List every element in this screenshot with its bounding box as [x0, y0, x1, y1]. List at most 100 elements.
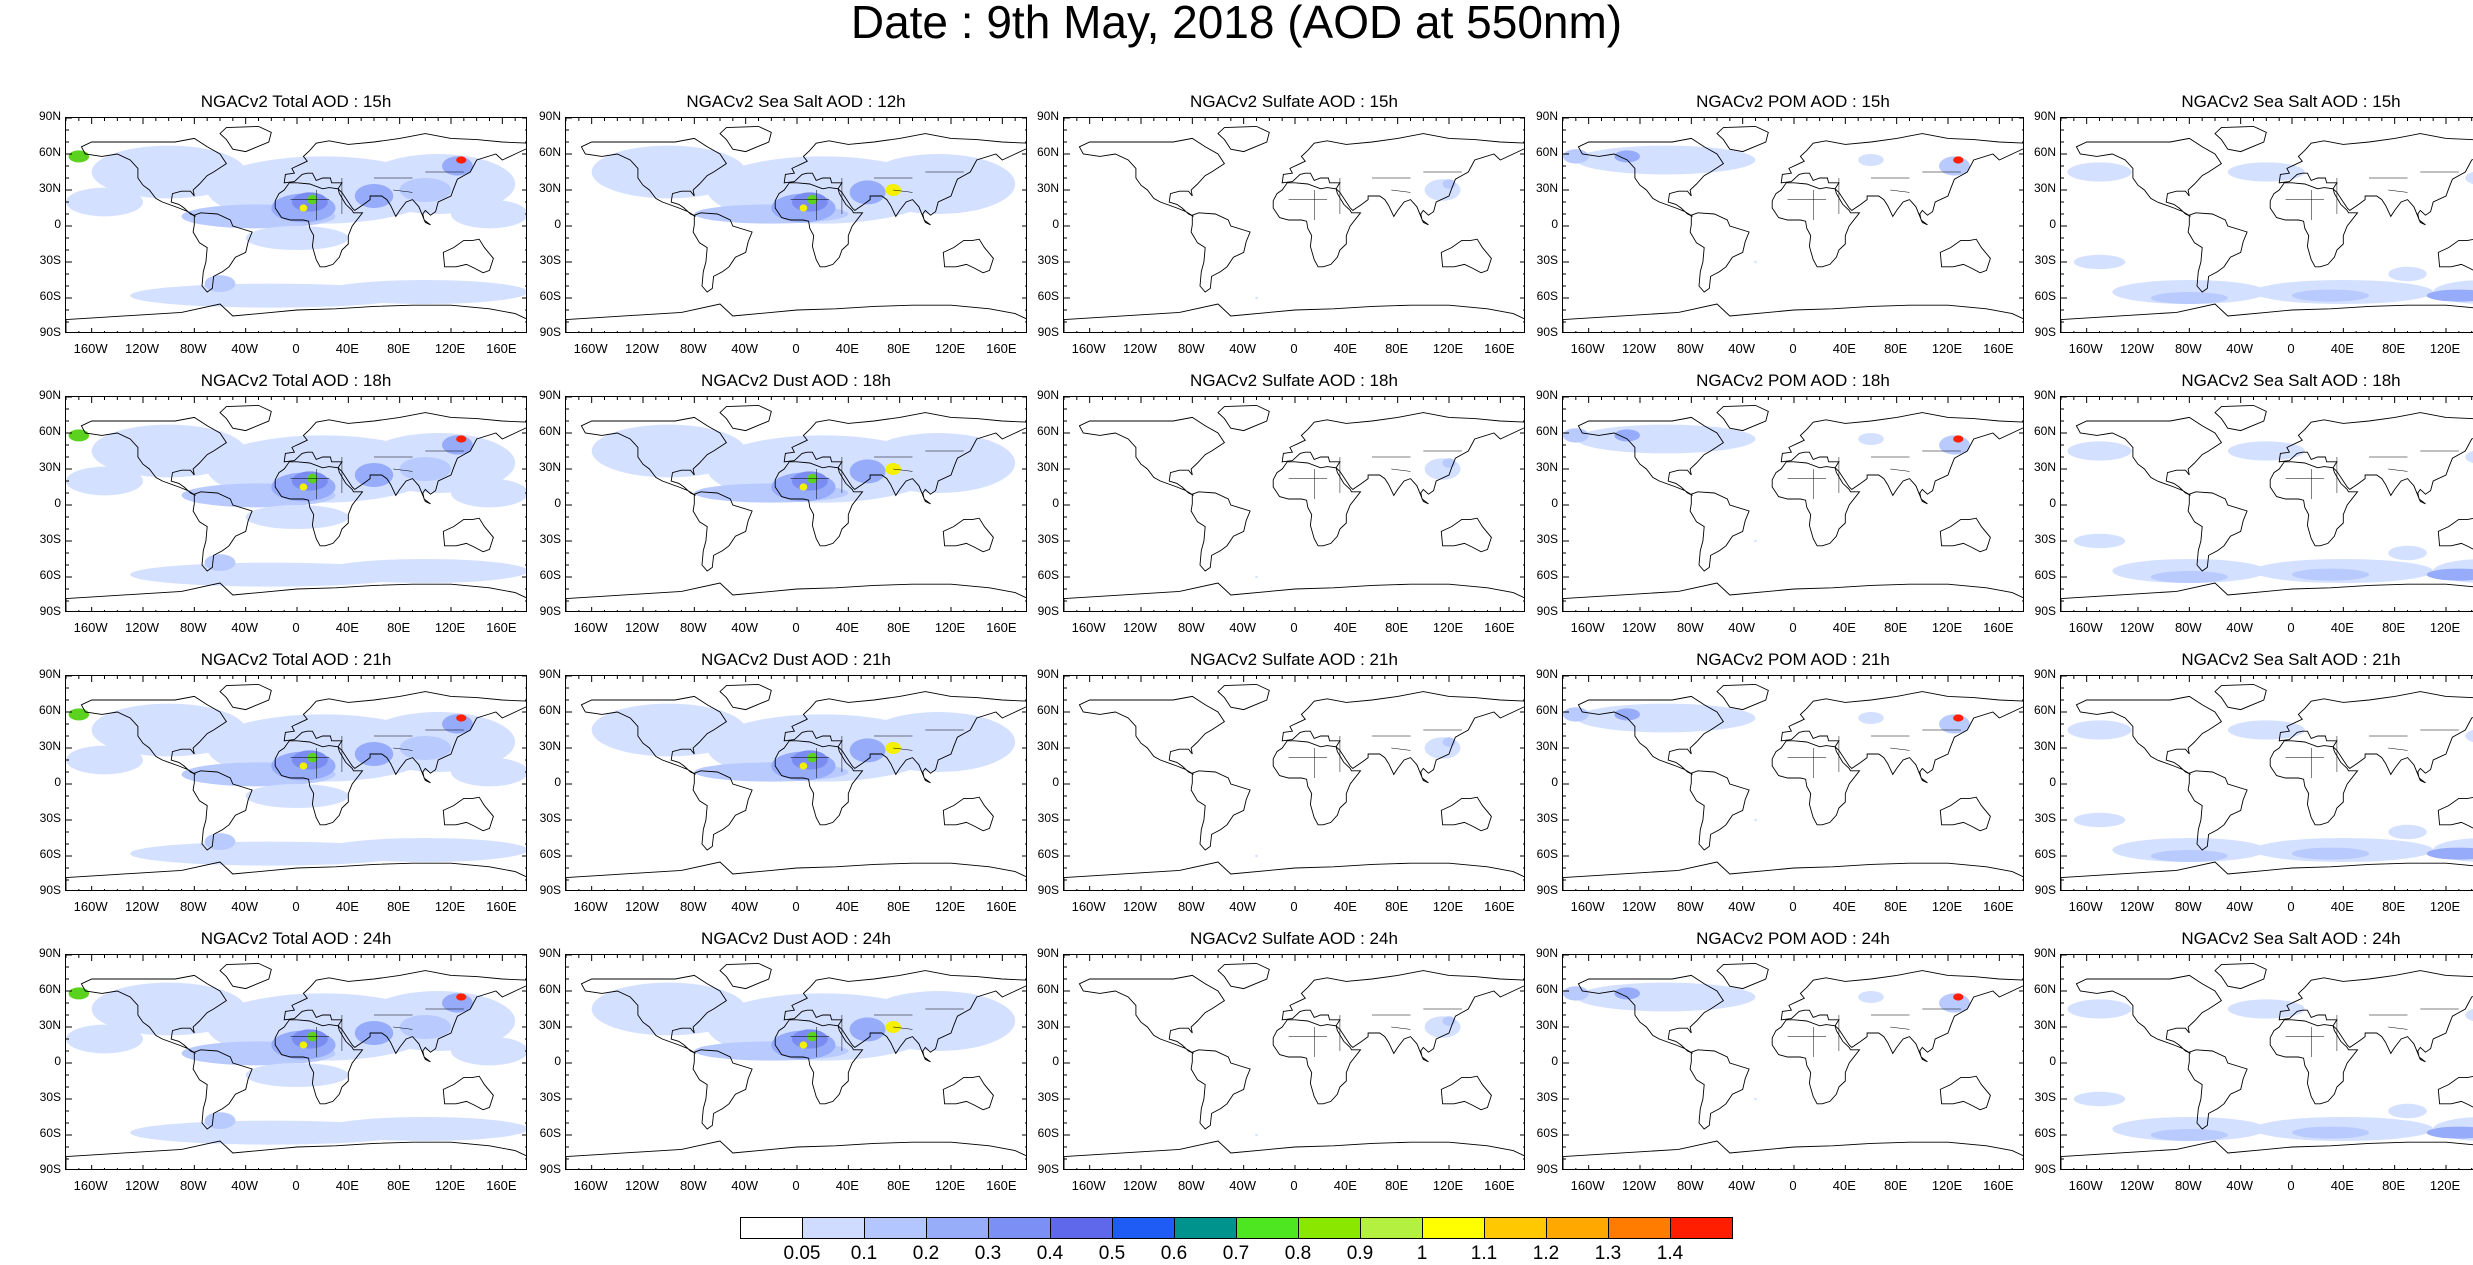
latitude-label: 0	[554, 496, 561, 510]
aerosol-field	[1563, 424, 1970, 543]
longitude-label: 160E	[486, 899, 517, 914]
longitude-label: 40E	[835, 341, 859, 356]
longitude-label: 0	[292, 899, 300, 914]
coastlines	[66, 404, 526, 611]
latitude-label: 30N	[2033, 181, 2056, 195]
latitude-label: 60S	[2034, 847, 2056, 861]
africa-outline	[774, 740, 864, 826]
latitude-label: 60N	[538, 145, 561, 159]
aerosol-field	[591, 145, 1016, 224]
south-america-outline	[1689, 491, 1750, 572]
longitude-label: 40W	[2226, 899, 2254, 914]
latitude-label: 60S	[39, 1126, 61, 1140]
longitude-label: 160W	[1071, 899, 1106, 914]
north-america-outline	[580, 137, 728, 217]
longitude-label: 0	[1290, 620, 1298, 635]
longitude-label: 0	[292, 1178, 300, 1193]
latitude-label: 90N	[538, 388, 561, 402]
longitude-label: 80W	[1177, 620, 1205, 635]
longitude-label: 120E	[934, 620, 966, 635]
longitude-label: 120E	[434, 341, 466, 356]
longitude-label: 160W	[73, 341, 108, 356]
map-frame	[2060, 396, 2473, 612]
longitude-label: 40E	[835, 899, 859, 914]
world-map	[1563, 955, 2023, 1169]
longitude-label: 80W	[2174, 620, 2202, 635]
map-frame	[1063, 396, 1525, 612]
latitude-label: 30S	[539, 253, 561, 267]
panel-title: NGACv2 Sea Salt AOD : 24h	[2181, 929, 2401, 948]
latitude-label: 90S	[2034, 1162, 2056, 1176]
map-frame	[565, 675, 1027, 891]
longitude-label: 80E	[2382, 899, 2406, 914]
latitude-label: 90N	[2033, 667, 2056, 681]
africa-outline	[1771, 1019, 1861, 1105]
map-frame	[65, 954, 527, 1170]
antarctica-edge-outline	[1064, 582, 1524, 611]
latitude-label: 0	[2049, 496, 2056, 510]
africa-outline	[1272, 1019, 1362, 1105]
latitude-label: 90N	[538, 109, 561, 123]
latitude-label: 60S	[2034, 289, 2056, 303]
north-america-outline	[580, 974, 728, 1054]
south-america-outline	[192, 1049, 253, 1130]
antarctica-edge-outline	[566, 582, 1026, 611]
north-america-outline	[1577, 416, 1725, 496]
latitude-label: 30S	[1037, 1090, 1059, 1104]
longitude-label: 40E	[1832, 899, 1856, 914]
latitude-label: 60N	[1535, 982, 1558, 996]
world-map	[2061, 676, 2473, 890]
latitude-label: 0	[54, 775, 61, 789]
latitude-label: 30N	[1036, 181, 1059, 195]
latitude-label: 30N	[2033, 739, 2056, 753]
longitude-label: 40W	[731, 1178, 759, 1193]
aerosol-field	[66, 703, 526, 866]
longitude-label: 0	[292, 341, 300, 356]
south-america-outline	[192, 212, 253, 293]
panel-title: NGACv2 Sulfate AOD : 18h	[1190, 371, 1398, 390]
greenland-outline	[1716, 962, 1769, 990]
longitude-label: 40E	[335, 1178, 359, 1193]
australia-outline	[1939, 796, 1991, 832]
latitude-label: 90S	[1536, 325, 1558, 339]
aerosol-field	[2067, 999, 2473, 1141]
latitude-label: 60N	[1535, 424, 1558, 438]
latitude-label: 90N	[538, 946, 561, 960]
coastlines	[1064, 125, 1524, 332]
colorbar-label: 0.05	[783, 1243, 821, 1264]
longitude-label: 0	[792, 341, 800, 356]
latitude-label: 0	[554, 775, 561, 789]
south-america-outline	[692, 491, 753, 572]
north-america-outline	[2075, 137, 2223, 217]
longitude-label: 80E	[2382, 1178, 2406, 1193]
longitude-label: 80E	[387, 1178, 411, 1193]
longitude-label: 120E	[2429, 341, 2461, 356]
latitude-label: 30N	[1535, 181, 1558, 195]
north-america-outline	[1078, 974, 1226, 1054]
south-america-outline	[192, 491, 253, 572]
latitude-label: 60S	[2034, 568, 2056, 582]
colorbar-label: 0.5	[1098, 1243, 1126, 1264]
panel-title: NGACv2 Dust AOD : 21h	[701, 650, 891, 669]
longitude-label: 160W	[1570, 341, 1605, 356]
longitude-label: 120E	[1432, 899, 1464, 914]
longitude-label: 160W	[2068, 620, 2103, 635]
longitude-label: 120W	[625, 341, 659, 356]
africa-outline	[774, 182, 864, 268]
latitude-label: 0	[54, 1054, 61, 1068]
latitude-label: 0	[554, 217, 561, 231]
longitude-label: 120W	[125, 620, 159, 635]
longitude-label: 80E	[1884, 341, 1908, 356]
latitude-label: 30N	[538, 739, 561, 753]
longitude-label: 40E	[1333, 899, 1357, 914]
latitude-label: 0	[2049, 1054, 2056, 1068]
longitude-label: 160E	[1484, 899, 1515, 914]
australia-outline	[942, 238, 994, 274]
latitude-label: 30N	[38, 181, 61, 195]
latitude-label: 90S	[39, 325, 61, 339]
north-america-outline	[80, 137, 228, 217]
panel-title: NGACv2 Sea Salt AOD : 15h	[2181, 92, 2401, 111]
coastlines	[2061, 683, 2473, 890]
australia-outline	[1440, 1075, 1492, 1111]
longitude-label: 40E	[835, 620, 859, 635]
